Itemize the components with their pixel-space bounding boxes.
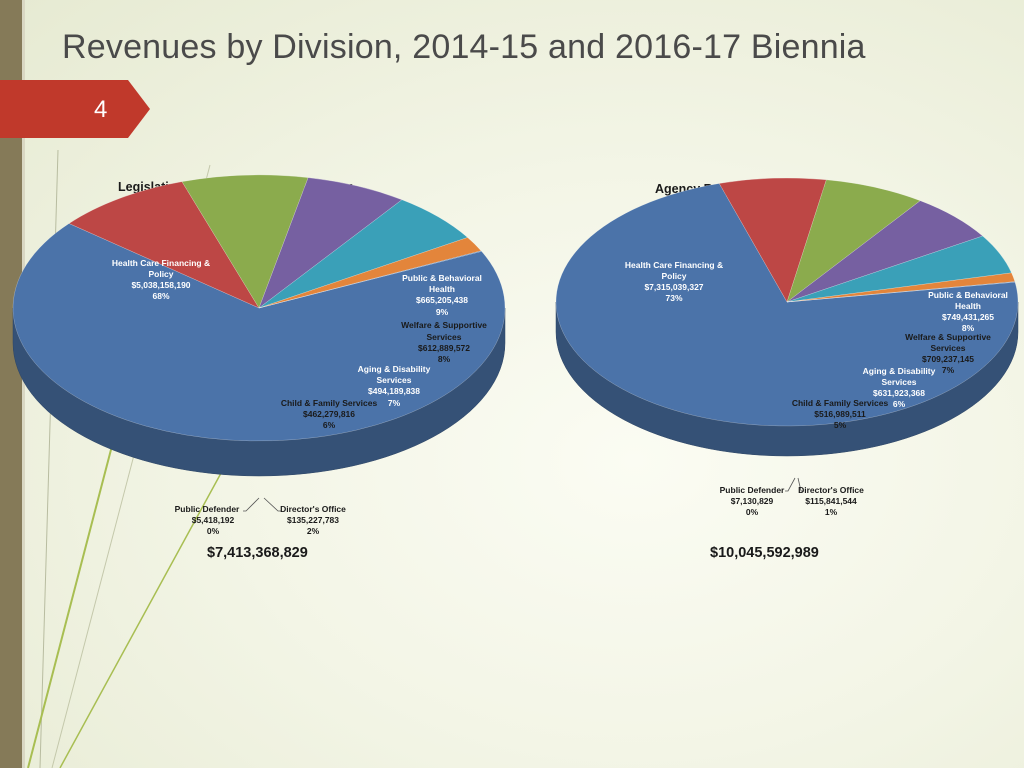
chart2-label-ads-name-1: Aging & Disability: [863, 366, 936, 376]
chart2-label-wss-pct: 7%: [942, 365, 955, 375]
chart2-label-pbh-name-1: Public & Behavioral: [928, 290, 1008, 300]
chart1-label-pd-value: $5,418,192: [192, 515, 235, 525]
chart2-label-pbh-pct: 8%: [962, 323, 975, 333]
chart1-label-pbh-pct: 9%: [436, 307, 449, 317]
chart1-label-wss-pct: 8%: [438, 354, 451, 364]
chart2-labels: Health Care Financing & Policy $7,315,03…: [625, 260, 1008, 430]
chart2-label-ads-pct: 6%: [893, 399, 906, 409]
chart1-label-hcfp-pct: 68%: [152, 291, 169, 301]
chart1-slice-0: [12, 223, 506, 442]
chart2-label-pbh-name-2: Health: [955, 301, 981, 311]
chart1-label-pbh-name-2: Health: [429, 284, 455, 294]
chart1-label-ads-pct: 7%: [388, 398, 401, 408]
chart1-leader-public-defender: [243, 497, 260, 512]
chart1-label-pd-pct: 0%: [207, 526, 220, 536]
chart2-pie: [555, 177, 1019, 457]
chart1-label-hcfp-name-1: Health Care Financing &: [112, 258, 210, 268]
chart1-label-wss-value: $612,889,572: [418, 343, 470, 353]
chart1-label-hcfp-value: $5,038,158,190: [131, 280, 190, 290]
page-title: Revenues by Division, 2014-15 and 2016-1…: [62, 28, 866, 66]
chart1-label-ads-name-2: Services: [377, 375, 412, 385]
chart1-leader-directors-office: [263, 497, 281, 512]
chart1-label-cfs-pct: 6%: [323, 420, 336, 430]
chart1-label-do-value: $135,227,783: [287, 515, 339, 525]
chart1-label-wss-name-2: Services: [427, 332, 462, 342]
chart2-label-do-value: $115,841,544: [805, 496, 857, 506]
chart2-label-cfs-name: Child & Family Services: [792, 398, 889, 408]
chart1-label-hcfp-name-2: Policy: [148, 269, 173, 279]
chart2-label-hcfp-name-2: Policy: [661, 271, 686, 281]
chart2-slice-2: [786, 179, 921, 303]
chart1-label-do-pct: 2%: [307, 526, 320, 536]
chart2-label-wss-name-2: Services: [931, 343, 966, 353]
chart2-slice-0: [555, 183, 1019, 427]
chart1-label-pbh-value: $665,205,438: [416, 295, 468, 305]
chart2-label-hcfp-value: $7,315,039,327: [644, 282, 703, 292]
chart1-total: $7,413,368,829: [207, 545, 308, 561]
chart1-labels: Health Care Financing & Policy $5,038,15…: [112, 258, 487, 430]
slide-number: 4: [94, 96, 108, 123]
chart2-slice-6: [786, 281, 1016, 303]
chart1-label-pd-name: Public Defender: [175, 504, 240, 514]
chart2-label-pd-value: $7,130,829: [731, 496, 774, 506]
chart2-label-cfs-value: $516,989,511: [814, 409, 866, 419]
chart2-label-hcfp-pct: 73%: [665, 293, 682, 303]
chart2-total: $10,045,592,989: [710, 545, 819, 561]
chart1-outside-labels: Public Defender $5,418,192 0% Director's…: [175, 497, 346, 536]
chart1-pie: [12, 174, 506, 477]
chart2-label-pbh-value: $749,431,265: [942, 312, 994, 322]
chart2-label-pd-name: Public Defender: [720, 485, 785, 495]
chart2-label-ads-name-2: Services: [882, 377, 917, 387]
chart2-slice-1: [718, 177, 827, 303]
left-accent-line: [22, 0, 25, 768]
chart1-label-wss-name-1: Welfare & Supportive: [401, 320, 487, 330]
chart2-label-cfs-pct: 5%: [834, 420, 847, 430]
chart2-leader-directors-office: [797, 477, 804, 492]
chart1-slice-1: [68, 181, 260, 309]
slide-number-tab: [0, 80, 150, 138]
chart1-label-cfs-value: $462,279,816: [303, 409, 355, 419]
chart2-label-pd-pct: 0%: [746, 507, 759, 517]
chart2-label-do-pct: 1%: [825, 507, 838, 517]
chart2-label-wss-name-1: Welfare & Supportive: [905, 332, 991, 342]
chart2-label-hcfp-name-1: Health Care Financing &: [625, 260, 723, 270]
chart1-label-ads-value: $494,189,838: [368, 386, 420, 396]
chart1-label-do-name: Director's Office: [280, 504, 346, 514]
chart2-outside-labels: Public Defender $7,130,829 0% Director's…: [720, 477, 864, 517]
chart2-label-wss-value: $709,237,145: [922, 354, 974, 364]
chart1-label-cfs-name: Child & Family Services: [281, 398, 378, 408]
chart1-slice-2: [181, 174, 309, 309]
chart1-label-ads-name-1: Aging & Disability: [358, 364, 431, 374]
chart1-label-pbh-name-1: Public & Behavioral: [402, 273, 482, 283]
chart2-leader-public-defender: [785, 477, 796, 492]
chart1-slice-6: [258, 250, 482, 309]
chart2-label-ads-value: $631,923,368: [873, 388, 925, 398]
chart2-label-do-name: Director's Office: [798, 485, 864, 495]
left-accent-bar: [0, 0, 22, 768]
